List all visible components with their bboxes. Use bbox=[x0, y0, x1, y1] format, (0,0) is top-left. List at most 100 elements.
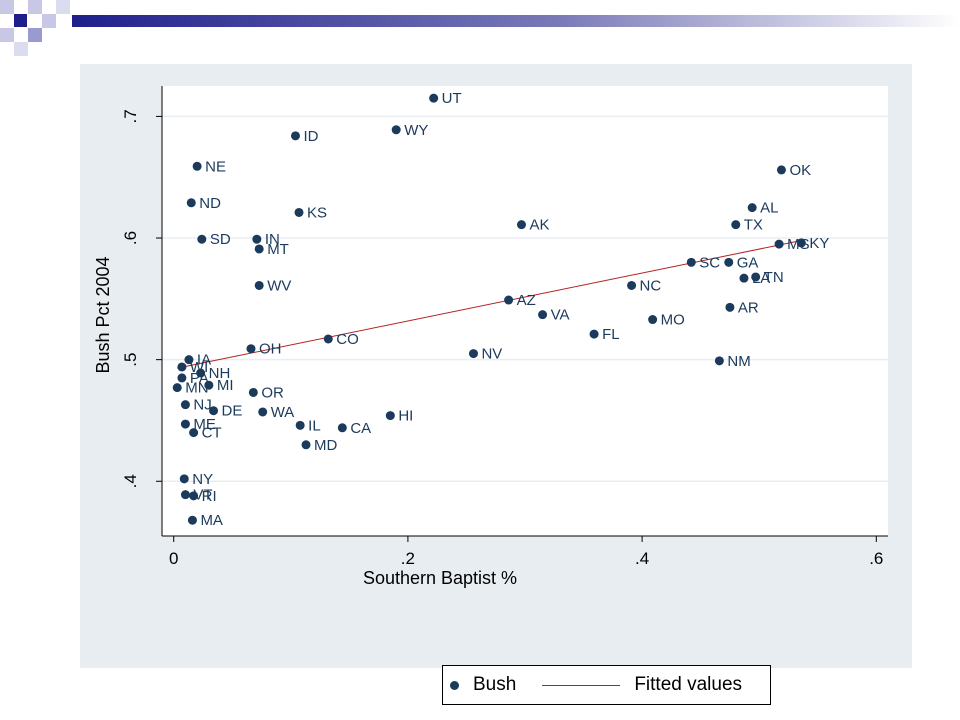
x-tick-label: .6 bbox=[869, 549, 883, 568]
point-label: AL bbox=[760, 200, 778, 217]
data-point bbox=[731, 220, 741, 230]
point-label: NM bbox=[727, 353, 750, 370]
point-label: WV bbox=[267, 277, 291, 294]
data-point bbox=[751, 272, 761, 282]
point-label: KS bbox=[307, 204, 327, 221]
point-label: MT bbox=[267, 241, 289, 258]
point-label: IL bbox=[308, 417, 321, 434]
point-label: NJ bbox=[193, 397, 211, 414]
data-point bbox=[248, 387, 258, 397]
point-label: CT bbox=[202, 425, 222, 442]
x-tick-label: 0 bbox=[169, 549, 178, 568]
legend-line-swatch bbox=[542, 684, 621, 686]
deco-square bbox=[14, 42, 28, 56]
point-label: CA bbox=[350, 420, 371, 437]
point-label: NC bbox=[640, 277, 662, 294]
chart-panel: .4 .5 .6 .7 0 .2 .4 .6 UT WY ID NE OK ND AL KS AK TX SD IN… bbox=[80, 64, 912, 705]
data-point bbox=[254, 244, 264, 254]
y-tick-label: .7 bbox=[121, 109, 140, 123]
point-label: TX bbox=[744, 217, 763, 234]
data-point bbox=[724, 257, 734, 267]
point-label: SD bbox=[210, 231, 231, 248]
point-label: ID bbox=[303, 128, 318, 145]
deco-square bbox=[42, 14, 56, 28]
data-point bbox=[189, 428, 199, 438]
deco-square bbox=[28, 0, 42, 14]
data-point bbox=[589, 329, 599, 339]
point-label: FL bbox=[602, 326, 620, 343]
deco-square bbox=[0, 28, 14, 42]
point-label: DE bbox=[222, 403, 243, 420]
point-label: OR bbox=[261, 384, 284, 401]
plot-area bbox=[162, 86, 888, 536]
y-tick-label: .4 bbox=[121, 474, 140, 488]
data-point bbox=[429, 93, 439, 103]
data-point bbox=[258, 407, 268, 417]
legend-bush-label: Bush bbox=[473, 674, 517, 695]
deco-gradient-bar bbox=[72, 15, 960, 27]
point-label: LA bbox=[752, 270, 770, 287]
data-point bbox=[254, 280, 264, 290]
point-label: OH bbox=[259, 341, 282, 358]
data-point bbox=[323, 334, 333, 344]
data-point bbox=[189, 491, 199, 501]
data-point bbox=[180, 490, 190, 500]
data-point bbox=[290, 131, 300, 141]
data-point bbox=[204, 380, 214, 390]
data-point bbox=[747, 203, 757, 213]
data-point bbox=[197, 234, 207, 244]
legend-marker-dot bbox=[450, 680, 459, 690]
y-tick-label: .6 bbox=[121, 231, 140, 245]
deco-square-dark bbox=[14, 14, 27, 27]
data-point bbox=[196, 368, 206, 378]
data-point bbox=[337, 423, 347, 433]
point-label: WA bbox=[271, 404, 295, 421]
data-point bbox=[686, 257, 696, 267]
axes: .4 .5 .6 .7 0 .2 .4 .6 bbox=[121, 86, 888, 568]
y-tick-label: .5 bbox=[121, 353, 140, 367]
data-point bbox=[294, 207, 304, 217]
point-label: MI bbox=[217, 377, 234, 394]
data-point bbox=[209, 406, 219, 416]
point-label: NV bbox=[481, 346, 502, 363]
data-point bbox=[627, 280, 637, 290]
data-point bbox=[725, 302, 735, 312]
data-point bbox=[192, 161, 202, 171]
data-point bbox=[301, 440, 311, 450]
point-label: AK bbox=[529, 217, 549, 234]
point-label: TN bbox=[764, 269, 784, 286]
x-tick-label: .4 bbox=[635, 549, 649, 568]
x-axis-title: Southern Baptist % bbox=[363, 568, 517, 588]
point-label: NH bbox=[209, 365, 231, 382]
point-label: UT bbox=[442, 90, 462, 107]
title-decoration bbox=[0, 0, 960, 56]
point-label: PA bbox=[190, 370, 209, 387]
point-label: NY bbox=[192, 471, 213, 488]
point-label: MD bbox=[314, 437, 337, 454]
point-label: GA bbox=[737, 254, 759, 271]
point-label: OK bbox=[789, 162, 811, 179]
data-point bbox=[538, 310, 548, 320]
legend: Bush Fitted values bbox=[442, 665, 771, 705]
data-point bbox=[180, 400, 190, 410]
point-label: AZ bbox=[517, 292, 536, 309]
point-label: IN bbox=[265, 231, 280, 248]
data-point bbox=[186, 198, 196, 208]
data-point bbox=[648, 315, 658, 325]
data-point bbox=[187, 515, 197, 525]
deco-square bbox=[0, 0, 14, 14]
point-label: MN bbox=[185, 380, 208, 397]
scatter-plot: .4 .5 .6 .7 0 .2 .4 .6 UT WY ID NE OK ND AL KS AK TX SD IN… bbox=[93, 86, 888, 588]
data-point bbox=[252, 234, 262, 244]
data-point bbox=[177, 373, 187, 383]
point-label: NE bbox=[205, 158, 226, 175]
legend-fitted-label: Fitted values bbox=[634, 674, 743, 695]
deco-square bbox=[28, 28, 42, 42]
data-point bbox=[246, 344, 256, 354]
fitted-line-layer bbox=[177, 239, 802, 369]
point-label: AR bbox=[738, 299, 759, 316]
point-label: CO bbox=[336, 331, 359, 348]
y-axis-title: Bush Pct 2004 bbox=[93, 256, 113, 373]
legend-item-fitted: Fitted values bbox=[516, 674, 742, 696]
fitted-values-line bbox=[177, 239, 802, 369]
